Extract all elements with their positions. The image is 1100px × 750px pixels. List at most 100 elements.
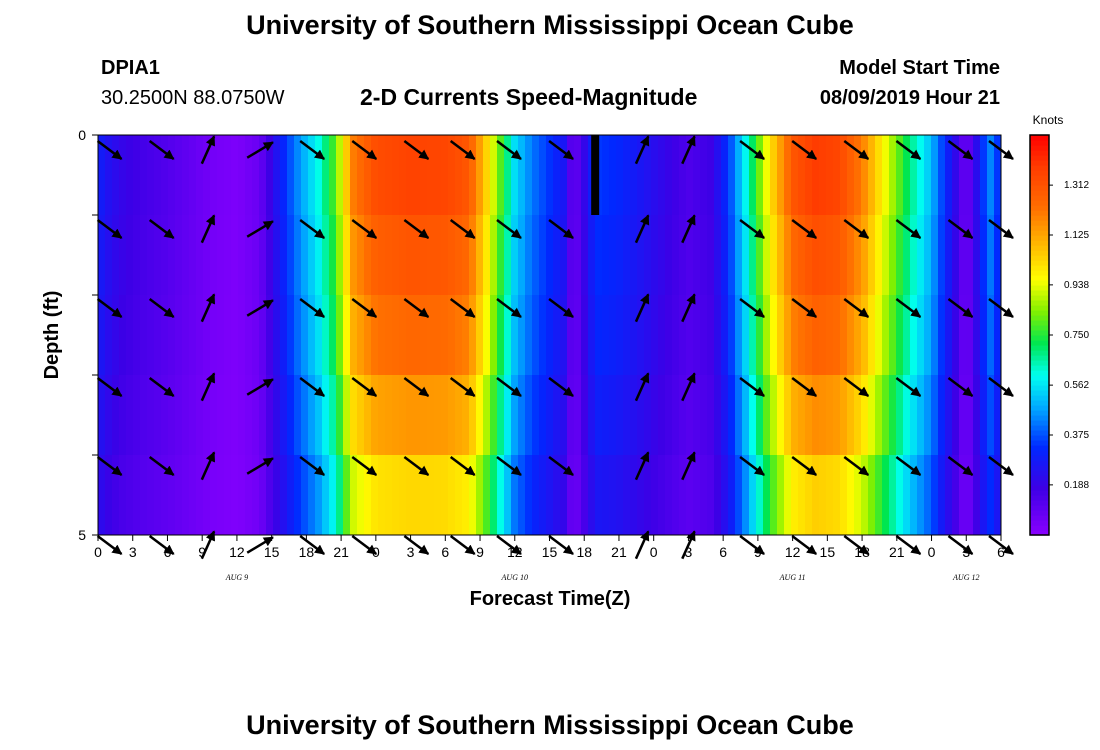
colorbar-swatch	[1030, 200, 1049, 206]
colorbar-tick-label: 0.188	[1064, 480, 1089, 491]
current-vector	[739, 219, 765, 239]
date-label: AUG 11	[779, 573, 806, 582]
heatmap-cell	[455, 135, 463, 216]
heatmap-cell	[917, 215, 925, 296]
current-vector	[548, 140, 574, 160]
heatmap-cell	[539, 215, 547, 296]
heatmap-cell	[392, 375, 400, 456]
heatmap-cell	[210, 375, 218, 456]
heatmap-cell	[154, 455, 162, 536]
heatmap-cell	[721, 375, 729, 456]
heatmap-cell	[665, 455, 673, 536]
heatmap-cell	[574, 215, 582, 296]
heatmap-cell	[987, 135, 995, 216]
heatmap-cell	[763, 375, 771, 456]
heatmap-cell	[532, 375, 540, 456]
heatmap-cell	[574, 455, 582, 536]
heatmap-cell	[623, 375, 631, 456]
heatmap-cell	[378, 215, 386, 296]
x-tick-label: 3	[407, 544, 415, 560]
heatmap-cell	[924, 455, 932, 536]
heatmap-cell	[770, 215, 778, 296]
heatmap-cell	[770, 135, 778, 216]
current-vector	[548, 377, 574, 397]
heatmap-cell	[476, 455, 484, 536]
x-tick-label: 12	[507, 544, 523, 560]
heatmap-cell	[252, 295, 260, 376]
colorbar-swatch	[1030, 435, 1049, 441]
current-vector	[403, 219, 430, 239]
current-vector	[739, 140, 765, 160]
heatmap-cell	[217, 215, 225, 296]
heatmap-cell	[546, 215, 554, 296]
heatmap-cell	[105, 295, 113, 376]
colorbar-swatch	[1030, 315, 1049, 321]
heatmap-cell	[525, 455, 533, 536]
heatmap-cell	[707, 215, 715, 296]
current-vector	[548, 535, 574, 555]
heatmap-cell	[938, 135, 946, 216]
current-vector	[947, 535, 974, 555]
heatmap-cell	[798, 375, 806, 456]
colorbar-swatch	[1030, 285, 1049, 291]
heatmap-cell	[749, 295, 757, 376]
heatmap-cell	[448, 455, 456, 536]
heatmap-cell	[259, 215, 267, 296]
x-tick-label: 21	[333, 544, 349, 560]
heatmap-cell	[693, 375, 701, 456]
colorbar-tick-label: 0.375	[1064, 430, 1089, 441]
heatmap-cell	[553, 135, 561, 216]
heatmap-cell	[756, 215, 764, 296]
current-vector	[148, 219, 175, 239]
heatmap-cell	[392, 295, 400, 376]
heatmap-cell	[707, 375, 715, 456]
heatmap-cell	[889, 135, 897, 216]
heatmap-cell	[196, 215, 204, 296]
x-tick-label: 15	[820, 544, 836, 560]
station-id: DPIA1	[101, 57, 160, 79]
heatmap-cell	[112, 135, 120, 216]
heatmap-cell	[119, 375, 127, 456]
heatmap-cell	[826, 375, 834, 456]
heatmap-cell	[483, 215, 491, 296]
heatmap-cell	[581, 375, 589, 456]
colorbar-swatch	[1030, 400, 1049, 406]
heatmap-cell	[987, 215, 995, 296]
heatmap-cell	[273, 295, 281, 376]
heatmap-cell	[406, 455, 414, 536]
colorbar-tick-label: 0.562	[1064, 380, 1089, 391]
heatmap-cell	[910, 375, 918, 456]
heatmap-cell	[728, 215, 736, 296]
heatmap-cell	[658, 215, 666, 296]
heatmap-cell	[896, 215, 904, 296]
heatmap-cell	[140, 135, 148, 216]
heatmap-cell	[882, 215, 890, 296]
heatmap-cell	[203, 295, 211, 376]
heatmap-cell	[616, 135, 624, 216]
heatmap-cell	[189, 375, 197, 456]
heatmap-cell	[203, 135, 211, 216]
heatmap-cell	[217, 455, 225, 536]
heatmap-cell	[378, 135, 386, 216]
heatmap-cell	[791, 135, 799, 216]
heatmap-cell	[945, 375, 953, 456]
heatmap-cell	[322, 215, 330, 296]
heatmap-cell	[945, 455, 953, 536]
heatmap-cell	[301, 215, 309, 296]
current-vector	[351, 219, 378, 239]
heatmap-cell	[714, 135, 722, 216]
heatmap-cell	[315, 375, 323, 456]
heatmap-cell	[693, 455, 701, 536]
heatmap-cell	[245, 135, 253, 216]
heatmap-cell	[98, 455, 106, 536]
heatmap-cell	[651, 215, 659, 296]
heatmap-cell	[742, 455, 750, 536]
x-tick-label: 18	[854, 544, 870, 560]
heatmap-cell	[966, 135, 974, 216]
heatmap-cell	[175, 455, 183, 536]
heatmap-cell	[644, 295, 652, 376]
current-vector	[634, 530, 650, 560]
heatmap-cell	[462, 135, 470, 216]
colorbar-swatch	[1030, 420, 1049, 426]
